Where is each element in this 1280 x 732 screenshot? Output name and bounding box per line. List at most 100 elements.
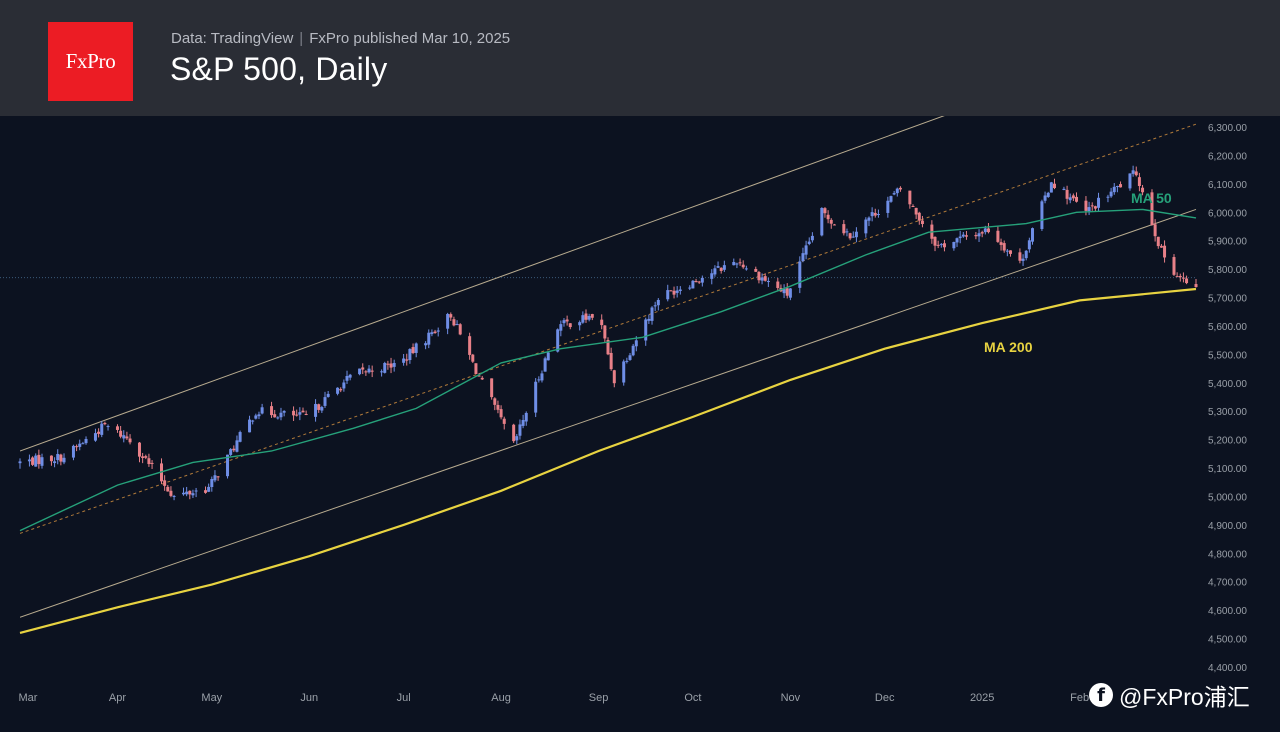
candle-down: [361, 367, 365, 370]
candle-down: [512, 424, 516, 442]
candle-up: [194, 490, 198, 492]
x-tick-label: Sep: [589, 692, 609, 704]
x-tick-label: Feb: [1070, 692, 1089, 704]
candle-up: [1046, 192, 1050, 197]
candle-down: [317, 404, 321, 410]
candle-down: [600, 319, 604, 326]
candle-down: [477, 375, 481, 377]
candle-down: [141, 456, 145, 459]
facebook-icon: f: [1089, 683, 1113, 707]
ma200-label: MA 200: [984, 339, 1033, 355]
candle-up: [760, 277, 764, 281]
candle-down: [1194, 284, 1198, 288]
candle-up: [961, 234, 965, 237]
candle-down: [694, 281, 698, 283]
candle-up: [518, 424, 522, 436]
candle-up: [314, 403, 318, 417]
candle-down: [292, 410, 296, 416]
candle-up: [320, 407, 324, 411]
y-tick-label: 4,600.00: [1208, 606, 1247, 617]
candle-up: [383, 362, 387, 373]
candle-down: [188, 490, 192, 495]
fxpro-logo: FxPro: [48, 22, 133, 101]
candle-down: [848, 233, 852, 239]
y-tick-label: 6,300.00: [1208, 123, 1247, 134]
candle-up: [238, 432, 242, 442]
x-tick-label: Oct: [684, 692, 701, 704]
candle-up: [106, 426, 110, 428]
published-date: FxPro published Mar 10, 2025: [309, 30, 511, 47]
candle-up: [889, 196, 893, 202]
candle-up: [534, 381, 538, 413]
candle-up: [691, 280, 695, 289]
candle-down: [405, 359, 409, 361]
candle-up: [678, 289, 682, 291]
candle-down: [273, 414, 277, 418]
candle-down: [920, 220, 924, 225]
candle-up: [735, 263, 739, 265]
candle-down: [1141, 187, 1145, 193]
y-tick-label: 5,400.00: [1208, 379, 1247, 390]
candle-up: [716, 266, 720, 268]
candle-up: [182, 492, 186, 495]
candle-up: [336, 387, 340, 394]
candle-down: [216, 476, 220, 478]
candle-down: [75, 446, 79, 448]
candle-down: [270, 406, 274, 416]
candle-up: [656, 299, 660, 306]
candle-up: [540, 373, 544, 381]
candle-down: [147, 458, 151, 465]
candle-up: [78, 443, 82, 447]
candle-down: [1172, 257, 1176, 275]
candle-up: [876, 214, 880, 216]
candle-down: [433, 331, 437, 334]
candle-up: [34, 455, 38, 467]
x-tick-label: Jun: [300, 692, 318, 704]
chart-header: FxPro Data: TradingView | FxPro published …: [0, 0, 1280, 116]
candle-up: [455, 324, 459, 326]
candle-down: [1090, 205, 1094, 207]
candle-down: [757, 271, 761, 281]
candle-down: [499, 409, 503, 418]
candle-down: [49, 455, 53, 462]
candle-down: [785, 288, 789, 296]
candle-up: [1062, 188, 1066, 191]
candle-down: [1018, 252, 1022, 261]
candle-down: [31, 457, 35, 465]
candle-down: [471, 354, 475, 362]
candle-down: [304, 413, 308, 415]
candle-up: [700, 277, 704, 283]
candle-down: [565, 319, 569, 322]
candle-down: [738, 262, 742, 264]
candle-down: [389, 363, 393, 368]
candle-up: [248, 419, 252, 433]
candle-up: [342, 382, 346, 389]
candle-up: [631, 345, 635, 356]
candle-down: [763, 276, 767, 281]
candle-down: [144, 456, 148, 458]
y-tick-label: 4,800.00: [1208, 549, 1247, 560]
candle-up: [18, 461, 22, 464]
candle-up: [578, 322, 582, 326]
candle-down: [776, 281, 780, 288]
candle-up: [424, 343, 428, 346]
y-tick-label: 4,400.00: [1208, 663, 1247, 674]
x-tick-label: May: [201, 692, 222, 704]
candle-up: [895, 188, 899, 194]
candle-up: [628, 355, 632, 360]
candle-up: [782, 289, 786, 294]
candle-down: [493, 398, 497, 405]
candle-up: [81, 443, 85, 445]
watermark: f @FxPro浦汇: [1089, 678, 1250, 712]
candle-up: [254, 415, 258, 419]
candle-down: [386, 363, 390, 365]
channel-mid-line: [20, 123, 1197, 534]
candle-up: [650, 307, 654, 321]
candle-down: [873, 212, 877, 216]
candle-down: [474, 363, 478, 374]
candle-up: [1049, 182, 1053, 193]
watermark-text: @FxPro浦汇: [1119, 684, 1250, 710]
candle-up: [801, 253, 805, 262]
candle-up: [62, 457, 66, 463]
candle-up: [446, 313, 450, 329]
